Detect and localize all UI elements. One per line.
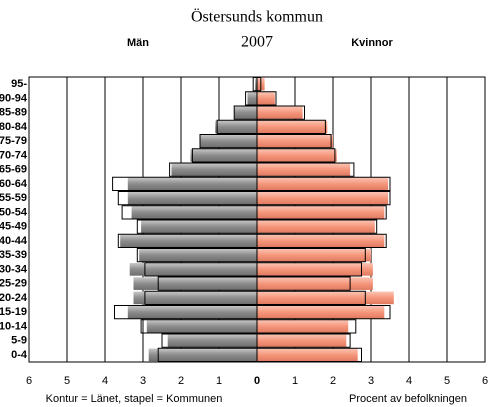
bar: [141, 220, 257, 233]
x-tick-label: 1: [216, 375, 222, 387]
bar: [200, 134, 257, 148]
bar: [257, 92, 275, 105]
left-label: Män: [127, 37, 149, 49]
bar: [257, 234, 385, 248]
x-tick-label: 1: [292, 375, 298, 387]
bar: [257, 291, 394, 305]
footer-note: Kontur = Länet, stapel = Kommunen: [46, 393, 223, 405]
outline-bar: [256, 276, 351, 291]
bar: [257, 163, 351, 176]
y-tick-label: 95-: [11, 78, 27, 90]
bar: [127, 305, 257, 319]
bar: [257, 177, 389, 191]
bar: [133, 291, 257, 305]
bar: [120, 234, 257, 248]
y-tick-label: 30-34: [0, 263, 28, 275]
bar: [247, 92, 257, 105]
y-tick-label: 5-9: [11, 335, 27, 347]
outline-bar: [256, 119, 326, 134]
bar: [257, 263, 373, 276]
x-tick-label: 4: [102, 375, 108, 387]
outline-bar: [256, 191, 391, 206]
outline-bar: [256, 262, 362, 277]
bar: [139, 248, 257, 262]
outline-bar: [256, 105, 305, 120]
bar: [190, 149, 257, 162]
bar: [146, 320, 257, 333]
bar: [148, 348, 257, 362]
outline-bar: [256, 248, 366, 263]
bar: [257, 305, 385, 319]
y-tick-label: 45-49: [0, 221, 27, 233]
bar: [167, 334, 257, 347]
x-tick-label: 6: [26, 375, 32, 387]
bar: [257, 334, 347, 347]
bar: [257, 206, 385, 219]
bar: [131, 206, 257, 219]
y-tick-label: 0-4: [11, 349, 28, 361]
bar: [257, 348, 358, 362]
outline-bar: [256, 305, 391, 320]
bar: [171, 163, 257, 176]
bar: [234, 106, 257, 119]
bar: [257, 149, 337, 162]
bar: [127, 177, 257, 191]
outline-bar: [256, 205, 387, 220]
x-tick-label: 6: [482, 375, 488, 387]
x-tick-label: 4: [406, 375, 412, 387]
y-tick-label: 50-54: [0, 206, 28, 218]
y-tick-label: 35-39: [0, 249, 27, 261]
bar: [255, 77, 257, 91]
y-tick-label: 15-19: [0, 306, 27, 318]
y-tick-label: 40-44: [0, 235, 28, 247]
bar: [127, 191, 257, 205]
bar: [257, 320, 349, 333]
x-tick-label: 5: [64, 375, 70, 387]
right-label: Kvinnor: [351, 37, 393, 49]
x-tick-label: 3: [368, 375, 374, 387]
bar: [215, 120, 257, 134]
y-tick-label: 80-84: [0, 121, 28, 133]
bar: [133, 277, 257, 290]
x-axis-label: Procent av befolkningen: [349, 393, 467, 405]
outline-bar: [256, 233, 387, 248]
bar: [257, 277, 373, 290]
y-tick-label: 25-29: [0, 278, 27, 290]
x-tick-label: 3: [140, 375, 146, 387]
outline-bar: [256, 290, 366, 305]
outline-bar: [256, 319, 357, 334]
outline-bar: [256, 219, 378, 234]
plot-frame: [28, 76, 486, 363]
bar: [129, 263, 257, 276]
y-tick-label: 70-74: [0, 149, 28, 161]
x-tick-label: 2: [178, 375, 184, 387]
outline-bar: [256, 176, 391, 191]
bar: [257, 134, 333, 148]
y-tick-label: 60-64: [0, 178, 28, 190]
outline-bar: [256, 148, 336, 163]
chart-title: Östersunds kommun: [191, 8, 323, 26]
y-tick-label: 75-79: [0, 135, 27, 147]
y-tick-label: 55-59: [0, 192, 27, 204]
x-tick-label: 0: [254, 375, 260, 387]
subtitle: 2007: [241, 34, 273, 51]
outline-bar: [256, 162, 355, 177]
y-tick-label: 65-69: [0, 164, 27, 176]
y-tick-label: 85-89: [0, 107, 27, 119]
bar: [257, 106, 303, 119]
outline-bar: [256, 134, 332, 149]
x-tick-label: 5: [444, 375, 450, 387]
x-tick-label: 2: [330, 375, 336, 387]
y-tick-label: 20-24: [0, 292, 28, 304]
y-tick-label: 10-14: [0, 320, 28, 332]
y-tick-label: 90-94: [0, 92, 28, 104]
bar: [257, 220, 375, 233]
outline-bar: [256, 91, 277, 106]
bar: [257, 191, 389, 205]
bar: [257, 248, 371, 262]
bar: [257, 120, 328, 134]
outline-bar: [256, 333, 351, 348]
